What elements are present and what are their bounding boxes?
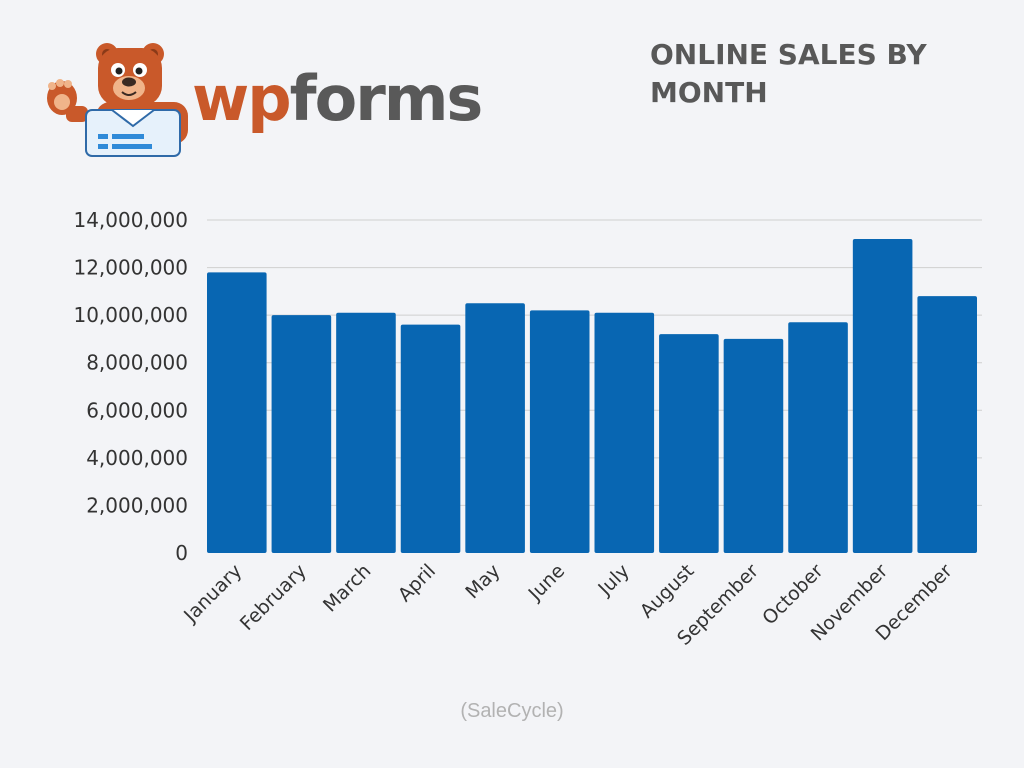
y-tick-label: 4,000,000 xyxy=(86,446,188,470)
y-tick-label: 0 xyxy=(175,541,188,565)
bar-april xyxy=(400,324,461,553)
bar-november xyxy=(852,239,913,553)
x-category-label: April xyxy=(394,560,440,606)
bar-september xyxy=(723,338,784,553)
y-tick-label: 6,000,000 xyxy=(86,398,188,422)
x-category-label: February xyxy=(236,560,311,635)
x-category-label: August xyxy=(636,560,699,623)
x-category-label: June xyxy=(524,560,570,606)
bar-march xyxy=(336,312,396,553)
y-tick-label: 14,000,000 xyxy=(73,208,188,232)
x-category-label: July xyxy=(593,560,633,600)
x-category-label: January xyxy=(179,560,246,627)
wpforms-logo xyxy=(40,40,460,160)
y-tick-label: 8,000,000 xyxy=(86,351,188,375)
bar-june xyxy=(529,310,590,553)
y-tick-label: 10,000,000 xyxy=(73,303,188,327)
x-category-label: May xyxy=(461,560,504,603)
chart-title: ONLINE SALES BY MONTH xyxy=(650,38,927,109)
bar-december xyxy=(917,296,977,553)
x-category-label: March xyxy=(319,560,376,617)
bar-january xyxy=(207,272,267,553)
y-tick-label: 12,000,000 xyxy=(73,256,188,280)
bar-february xyxy=(271,315,332,553)
y-axis-ticks: 0 2,000,000 4,000,000 6,000,000 8,000,000 10,… xyxy=(73,208,188,565)
bar-august xyxy=(659,334,719,553)
bar-october xyxy=(788,322,848,553)
wpforms-bear-mascot-icon xyxy=(47,43,188,157)
logo-forms-text: forms xyxy=(289,62,484,135)
source-credit: (SaleCycle) xyxy=(460,700,564,722)
bar-may xyxy=(465,303,525,553)
bar-july xyxy=(594,312,655,553)
wpforms-wordmark: wpforms xyxy=(192,68,483,130)
bars xyxy=(207,239,977,553)
logo-wp-text: wp xyxy=(192,62,292,135)
y-tick-label: 2,000,000 xyxy=(86,493,188,517)
